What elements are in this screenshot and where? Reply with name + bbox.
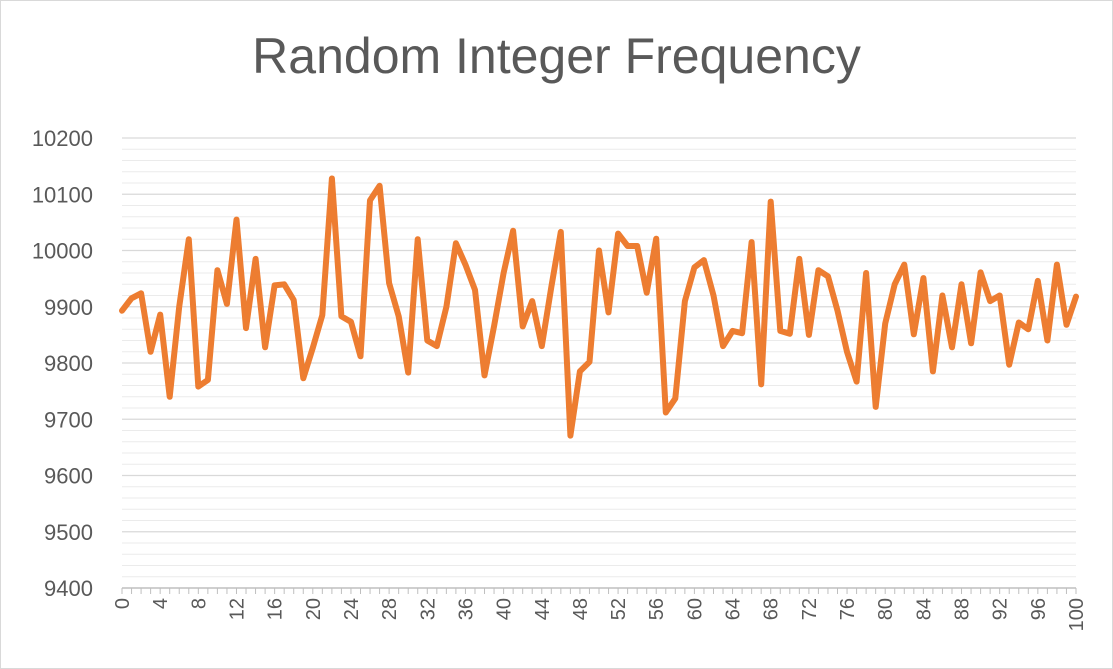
- x-tick-label: 96: [1028, 598, 1050, 620]
- x-tick-label: 12: [226, 598, 248, 620]
- x-tick-label: 88: [952, 598, 974, 620]
- y-tick-label: 10000: [32, 239, 93, 264]
- x-tick-label: 0: [112, 598, 134, 609]
- x-tick-label: 84: [913, 598, 935, 620]
- y-tick-label: 9900: [44, 295, 93, 320]
- x-tick-label: 64: [723, 598, 745, 620]
- x-tick-label: 36: [455, 598, 477, 620]
- x-tick-label: 60: [684, 598, 706, 620]
- x-tick-label: 56: [646, 598, 668, 620]
- x-tick-label: 20: [303, 598, 325, 620]
- y-tick-label: 9700: [44, 407, 93, 432]
- x-tick-label: 28: [379, 598, 401, 620]
- x-tick-label: 8: [188, 598, 210, 609]
- x-tick-label: 44: [532, 598, 554, 620]
- x-tick-label: 40: [494, 598, 516, 620]
- x-tick-label: 48: [570, 598, 592, 620]
- x-tick-label: 24: [341, 598, 363, 620]
- x-tick-label: 4: [150, 598, 172, 609]
- x-tick-label: 32: [417, 598, 439, 620]
- x-tick-label: 92: [990, 598, 1012, 620]
- x-tick-label: 80: [875, 598, 897, 620]
- x-tick-label: 16: [265, 598, 287, 620]
- y-tick-label: 9800: [44, 351, 93, 376]
- x-tick-label: 52: [608, 598, 630, 620]
- y-tick-label: 9400: [44, 576, 93, 601]
- x-tick-label: 100: [1066, 598, 1088, 631]
- y-tick-label: 9600: [44, 464, 93, 489]
- y-tick-label: 9500: [44, 520, 93, 545]
- y-tick-label: 10100: [32, 182, 93, 207]
- chart-title: Random Integer Frequency: [252, 28, 861, 84]
- x-tick-label: 68: [761, 598, 783, 620]
- x-tick-label: 76: [837, 598, 859, 620]
- y-tick-label: 10200: [32, 126, 93, 151]
- x-tick-label: 72: [799, 598, 821, 620]
